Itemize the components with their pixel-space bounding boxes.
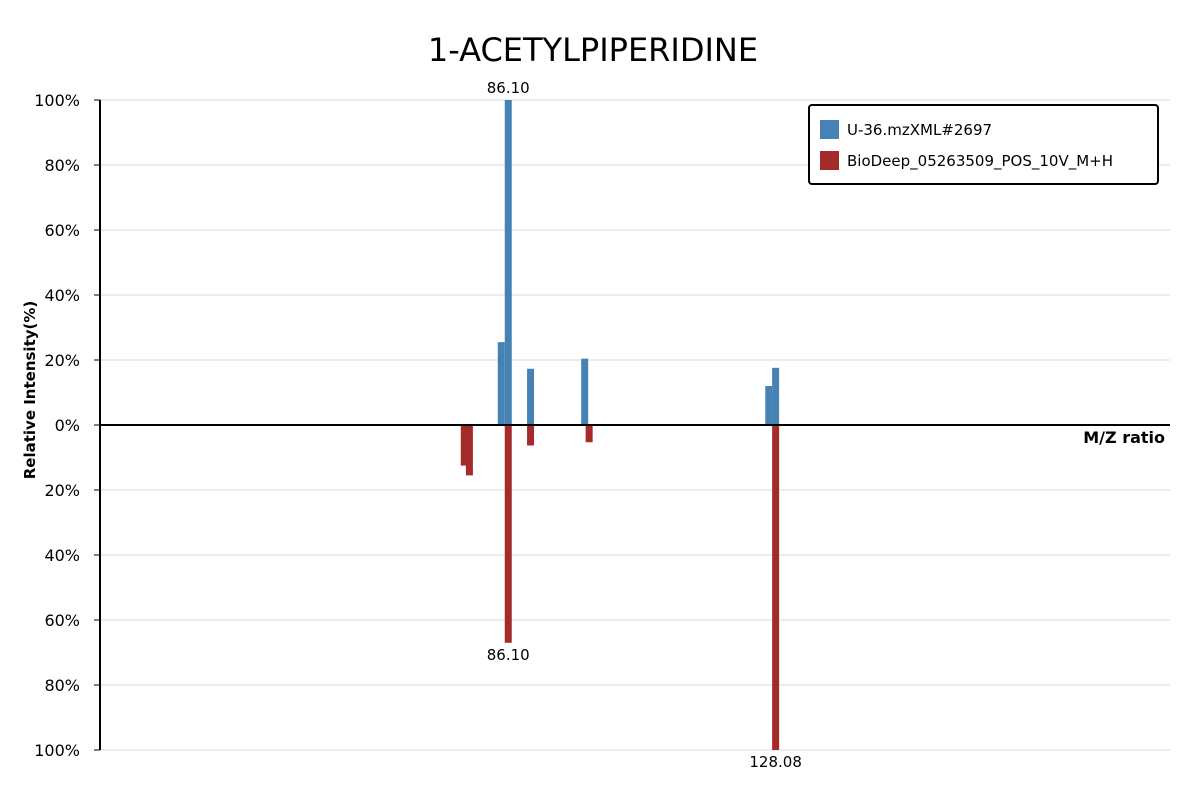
y-tick-label: 60% xyxy=(44,611,80,630)
reference-peak-bar xyxy=(772,425,780,750)
legend-label: U-36.mzXML#2697 xyxy=(847,121,992,139)
legend-box xyxy=(808,104,1159,185)
y-tick-label: 60% xyxy=(44,221,80,240)
query-peak-bar xyxy=(765,386,773,425)
legend: U-36.mzXML#2697 BioDeep_05263509_POS_10V_… xyxy=(808,104,1159,185)
legend-swatch xyxy=(820,120,839,139)
y-axis-label: Relative Intensity(%) xyxy=(21,301,39,480)
legend-swatch xyxy=(820,151,839,170)
reference-peak-bar xyxy=(527,425,535,446)
y-tick-label: 40% xyxy=(44,546,80,565)
chart-title: 1-ACETYLPIPERIDINE xyxy=(428,31,758,69)
y-tick-label: 40% xyxy=(44,286,80,305)
x-axis-label: M/Z ratio xyxy=(1083,428,1165,447)
query-peak-bar xyxy=(527,368,535,425)
axes xyxy=(94,99,1170,751)
grid-lines xyxy=(100,99,1170,751)
reference-peak-bar xyxy=(504,425,512,643)
reference-peak-bar xyxy=(460,425,468,466)
peak-bars xyxy=(460,100,780,750)
peak-label: 128.08 xyxy=(749,753,802,771)
query-peak-bar xyxy=(497,342,505,425)
query-peak-bar xyxy=(504,100,512,425)
query-peak-bar xyxy=(581,358,589,425)
y-tick-label: 80% xyxy=(44,676,80,695)
y-tick-labels: 0% 20% 40% 60% 80% 100% 20% 40% 60% 80% 100% xyxy=(34,91,80,760)
y-tick-label: 100% xyxy=(34,91,80,110)
y-tick-label: 20% xyxy=(44,481,80,500)
legend-label: BioDeep_05263509_POS_10V_M+H xyxy=(847,152,1113,171)
query-peak-bar xyxy=(772,367,780,425)
y-tick-label: 0% xyxy=(55,416,80,435)
reference-peak-bar xyxy=(465,425,473,476)
peak-label: 86.10 xyxy=(487,79,530,97)
peak-label: 86.10 xyxy=(487,646,530,664)
y-tick-label: 100% xyxy=(34,741,80,760)
peak-labels: 86.10 86.10 128.08 xyxy=(487,79,802,771)
y-tick-label: 80% xyxy=(44,156,80,175)
reference-peak-bar xyxy=(585,425,593,443)
y-tick-label: 20% xyxy=(44,351,80,370)
